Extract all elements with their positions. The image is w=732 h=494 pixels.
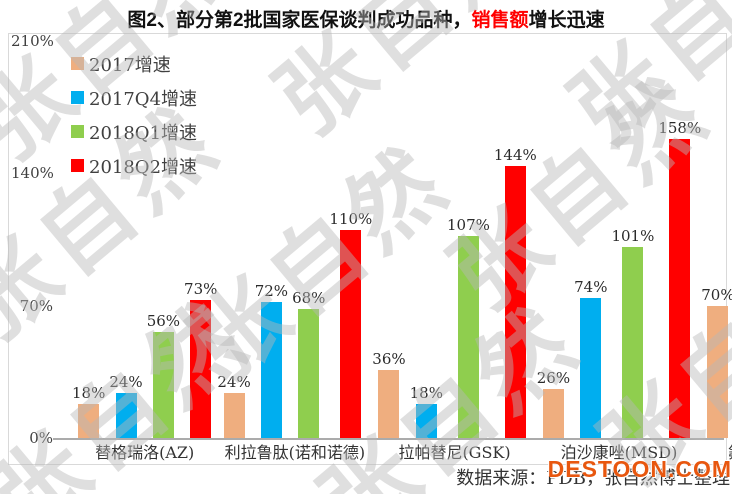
category-label: 替格瑞洛(AZ): [95, 443, 195, 462]
bar: [115, 392, 137, 438]
bar-value-label: 74%: [574, 278, 608, 297]
bar-column: 74%: [574, 278, 607, 438]
bar: [415, 403, 437, 438]
bar: [707, 305, 729, 438]
bar: [152, 332, 174, 438]
bar-column: 70%: [701, 286, 732, 438]
site-watermark: DESTOON.COM: [547, 456, 732, 482]
bars-row: 70%121%182%210%: [701, 41, 732, 438]
y-tick-label: 210%: [11, 32, 54, 50]
bar-column: 26%: [537, 369, 570, 438]
bar-value-label: 24%: [109, 372, 143, 391]
plot-area: 210% 140% 70% 0% 2017增速 2017Q4增速 2018Q1增速 2018…: [8, 32, 732, 465]
bar-value-label: 110%: [329, 210, 373, 229]
bar-value-label: 24%: [217, 372, 251, 391]
bar: [378, 369, 400, 438]
y-tick-label: 140%: [11, 164, 54, 183]
bar: [78, 403, 100, 438]
category-label: 泊沙康唑(MSD): [560, 443, 678, 462]
bar-value-label: 72%: [254, 281, 289, 300]
bar-column: 24%: [217, 372, 251, 438]
legend-label: 2017增速: [89, 54, 171, 76]
bar-column: 68%: [292, 289, 325, 438]
legend-item: 2018Q2增速: [71, 156, 197, 178]
legend-swatch-icon: [71, 159, 84, 172]
bars-row: 18% 24% 56% 73%: [72, 41, 217, 438]
legend-label: 2017Q4增速: [89, 88, 198, 110]
bar-value-label: 36%: [372, 349, 406, 368]
bar: [504, 165, 526, 438]
bar-value-label: 68%: [292, 289, 326, 308]
bar: [260, 301, 282, 438]
bar: [190, 300, 212, 438]
category-label: 氟维司群(AZ): [728, 438, 732, 464]
bar-column: 18%: [410, 384, 443, 438]
bar-value-label: 26%: [536, 368, 571, 387]
bar-value-label: 18%: [409, 383, 443, 402]
chart-title-part1: 图2、部分第2批国家医保谈判成功品种，: [127, 10, 472, 31]
legend-swatch-icon: [71, 57, 84, 70]
bar-column: 24%: [109, 372, 143, 438]
bar-value-label: 70%: [701, 285, 732, 304]
bar-column: 158%: [658, 119, 701, 438]
bars-row: 24% 72% 68% 110%: [217, 41, 372, 438]
bar: [457, 235, 479, 438]
bars-row: 36% 18% 107% 144%: [372, 41, 537, 438]
legend: 2017增速 2017Q4增速 2018Q1增速 2018Q2增速: [71, 54, 197, 190]
legend-item: 2017Q4增速: [71, 88, 197, 110]
bar-group: 18% 24% 56% 73% 替格瑞洛(AZ): [72, 41, 217, 464]
y-tick-label: 0%: [29, 429, 53, 447]
bar-value-label: 144%: [493, 145, 537, 164]
bar: [622, 247, 644, 438]
bar-group: 36% 18% 107% 144% 拉帕替尼(GSK): [372, 41, 536, 464]
legend-swatch-icon: [71, 125, 84, 138]
bar-column: 18%: [72, 384, 105, 438]
bar: [542, 388, 564, 438]
bar-column: 56%: [147, 312, 180, 438]
bar-value-label: 73%: [184, 280, 218, 298]
chart-title: 图2、部分第2批国家医保谈判成功品种，销售额增长迅速: [0, 5, 732, 32]
bar-groups: 18% 24% 56% 73% 替格瑞洛(AZ) 24% 72% 68% 110% 利拉鲁肽(诺和…: [57, 41, 732, 464]
bar: [580, 298, 602, 438]
bar-value-label: 107%: [446, 215, 490, 234]
x-axis-line: [53, 438, 724, 440]
chart-title-part2: 增长迅速: [528, 10, 605, 31]
bars-row: 26% 74% 101% 158%: [537, 41, 701, 438]
bar-value-label: 56%: [146, 312, 181, 331]
bar-value-label: 101%: [611, 227, 655, 246]
category-label: 利拉鲁肽(诺和诺德): [224, 443, 366, 462]
bar-column: 73%: [184, 280, 217, 438]
bar-column: 72%: [255, 282, 288, 438]
bar: [298, 309, 320, 438]
bar-group: 70%121%182%210%氟维司群(AZ): [701, 41, 732, 464]
y-axis: 210% 140% 70% 0%: [11, 32, 54, 464]
bar: [340, 230, 362, 438]
bar-value-label: 158%: [658, 119, 702, 138]
bar-group: 26% 74% 101% 158% 泊沙康唑(MSD): [537, 41, 701, 464]
legend-item: 2017增速: [71, 54, 197, 76]
bar-column: 107%: [447, 216, 490, 438]
bar-group: 24% 72% 68% 110% 利拉鲁肽(诺和诺德): [217, 41, 372, 464]
category-label: 拉帕替尼(GSK): [398, 443, 511, 462]
bar-column: 36%: [372, 349, 406, 438]
bar-value-label: 18%: [72, 383, 106, 402]
legend-swatch-icon: [71, 91, 84, 104]
source-note: 数据来源：PDB，张自然博士整理: [456, 468, 730, 489]
legend-item: 2018Q1增速: [71, 122, 197, 144]
bar: [223, 392, 245, 438]
bar-column: 144%: [494, 146, 537, 438]
legend-label: 2018Q2增速: [89, 156, 198, 178]
legend-label: 2018Q1增速: [89, 122, 198, 144]
bar-column: 101%: [611, 227, 654, 438]
chart-title-highlight: 销售额: [471, 10, 529, 31]
bar: [669, 139, 691, 438]
y-tick-label: 70%: [19, 296, 53, 315]
bar-column: 110%: [329, 210, 372, 438]
